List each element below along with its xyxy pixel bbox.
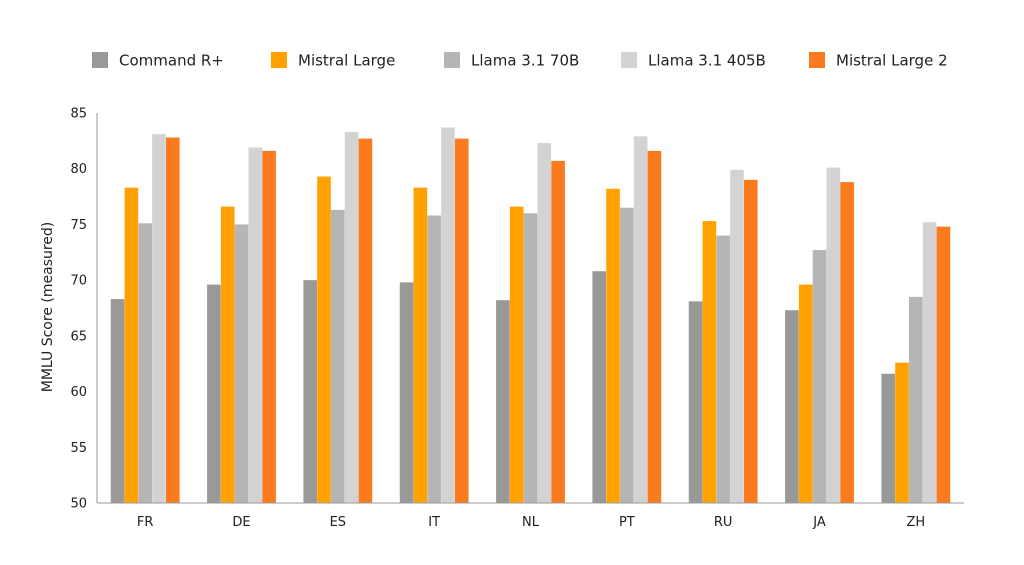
legend-swatch-llama-3-1-405b xyxy=(621,52,637,68)
bar-command-r-zh xyxy=(881,373,896,503)
y-tick-label-70: 70 xyxy=(70,274,87,289)
bar-mistral-large-2-zh xyxy=(936,226,951,503)
legend-swatch-mistral-large xyxy=(271,52,287,68)
bar-command-r-it xyxy=(399,282,414,503)
bar-llama-3-1-70b-zh xyxy=(909,296,923,503)
y-axis: 50 55 60 65 70 75 80 85 xyxy=(70,107,87,512)
legend-swatch-llama-3-1-70b xyxy=(444,52,460,68)
bar-mistral-large-ru xyxy=(702,221,717,503)
bar-mistral-large-es xyxy=(317,176,331,503)
bar-command-r-fr xyxy=(110,299,125,503)
y-tick-label-75: 75 xyxy=(70,218,87,233)
bar-llama-3-1-405b-ja xyxy=(826,167,841,503)
bar-mistral-large-it xyxy=(413,187,428,503)
bar-mistral-large-2-de xyxy=(262,150,276,503)
bar-command-r-ja xyxy=(785,310,799,503)
legend-label-mistral-large: Mistral Large xyxy=(298,52,395,70)
y-tick-label-60: 60 xyxy=(70,385,87,400)
bar-command-r-pt xyxy=(592,271,607,503)
bar-mistral-large-nl xyxy=(509,206,524,503)
bar-llama-3-1-70b-it xyxy=(427,215,441,503)
x-tick-label-de: DE xyxy=(232,515,250,530)
bar-mistral-large-2-pt xyxy=(647,150,662,503)
bar-llama-3-1-70b-ru xyxy=(716,235,730,503)
legend-label-command-r: Command R+ xyxy=(119,52,224,70)
x-tick-label-nl: NL xyxy=(522,515,540,530)
x-tick-label-zh: ZH xyxy=(906,515,925,530)
bar-llama-3-1-405b-nl xyxy=(537,143,552,503)
bar-llama-3-1-70b-es xyxy=(331,209,345,503)
bar-mistral-large-de xyxy=(220,206,235,503)
bar-command-r-de xyxy=(207,284,221,503)
bar-mistral-large-2-nl xyxy=(551,160,565,503)
y-tick-label-65: 65 xyxy=(70,329,87,344)
bar-llama-3-1-70b-fr xyxy=(138,223,152,503)
legend-label-llama-3-1-405b: Llama 3.1 405B xyxy=(648,52,766,70)
x-tick-label-ru: RU xyxy=(714,515,733,530)
bars xyxy=(110,127,951,504)
bar-llama-3-1-405b-ru xyxy=(730,169,744,503)
x-tick-label-it: IT xyxy=(428,515,440,530)
bar-llama-3-1-70b-nl xyxy=(523,213,538,504)
bar-llama-3-1-70b-pt xyxy=(620,207,634,503)
bar-mistral-large-2-es xyxy=(358,138,373,503)
legend-swatch-command-r xyxy=(92,52,108,68)
bar-command-r-es xyxy=(303,280,318,503)
bar-mistral-large-2-fr xyxy=(165,137,180,503)
bar-llama-3-1-405b-fr xyxy=(152,134,166,504)
x-tick-label-fr: FR xyxy=(137,515,154,530)
x-tick-label-ja: JA xyxy=(812,515,826,530)
x-axis: FR DE ES IT NL PT RU JA ZH xyxy=(137,515,925,530)
x-tick-label-pt: PT xyxy=(619,515,635,530)
y-tick-label-55: 55 xyxy=(70,441,87,456)
bar-mistral-large-pt xyxy=(606,188,620,503)
bar-llama-3-1-405b-es xyxy=(344,131,359,503)
bar-mistral-large-zh xyxy=(895,362,909,503)
bar-mistral-large-2-it xyxy=(454,138,469,503)
bar-llama-3-1-70b-ja xyxy=(812,250,827,503)
bar-llama-3-1-405b-de xyxy=(248,147,263,504)
legend: Command R+ Mistral Large Llama 3.1 70B Llam… xyxy=(92,52,948,70)
y-tick-label-50: 50 xyxy=(70,497,87,512)
y-tick-label-85: 85 xyxy=(70,107,87,122)
bar-llama-3-1-405b-pt xyxy=(633,136,648,503)
bar-mistral-large-2-ja xyxy=(840,182,854,503)
bar-llama-3-1-405b-it xyxy=(441,127,455,504)
bar-command-r-nl xyxy=(496,300,510,503)
legend-label-mistral-large-2: Mistral Large 2 xyxy=(836,52,948,70)
bar-llama-3-1-70b-de xyxy=(234,224,249,503)
legend-label-llama-3-1-70b: Llama 3.1 70B xyxy=(471,52,579,70)
bar-mistral-large-2-ru xyxy=(743,179,758,504)
bar-command-r-ru xyxy=(688,301,703,503)
y-tick-label-80: 80 xyxy=(70,162,87,177)
y-axis-title: MMLU Score (measured) xyxy=(40,222,56,393)
bar-mistral-large-ja xyxy=(798,284,813,503)
legend-swatch-mistral-large-2 xyxy=(809,52,825,68)
x-tick-label-es: ES xyxy=(330,515,346,530)
bar-mistral-large-fr xyxy=(124,187,139,503)
bar-llama-3-1-405b-zh xyxy=(922,222,937,503)
